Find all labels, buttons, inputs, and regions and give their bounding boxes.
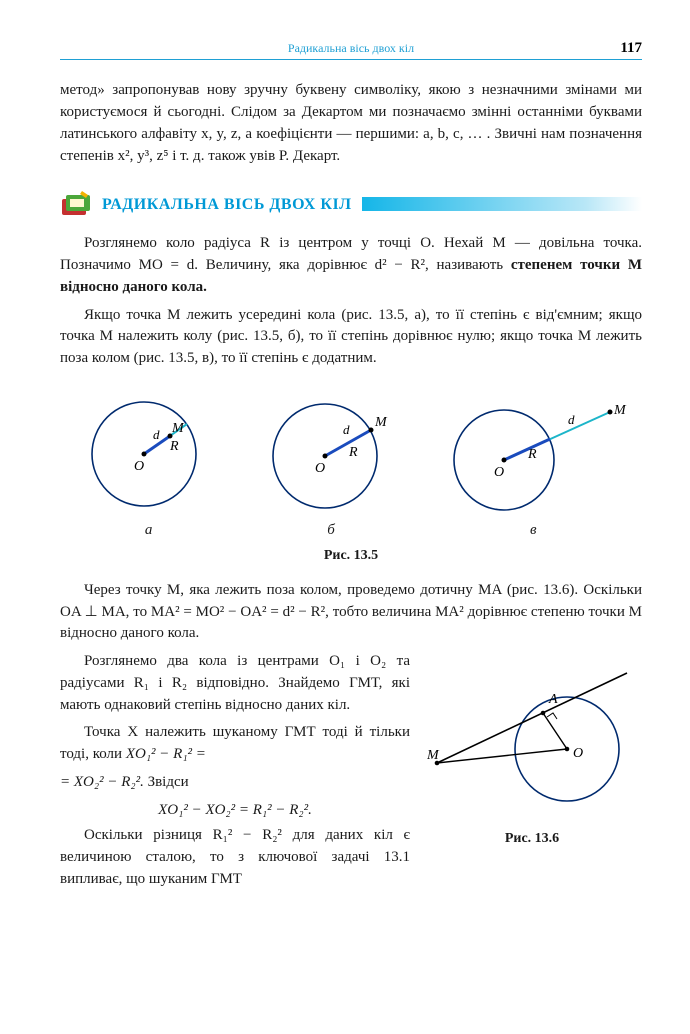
books-icon bbox=[60, 189, 94, 219]
p5b: Звідси bbox=[144, 774, 189, 790]
p5a: Точка X належить шуканому ГМТ тоді й тіл… bbox=[60, 724, 410, 762]
svg-text:d: d bbox=[153, 427, 160, 442]
svg-text:M: M bbox=[171, 421, 185, 436]
section-header: РАДИКАЛЬНА ВІСЬ ДВОХ КІЛ bbox=[60, 189, 642, 219]
svg-text:R: R bbox=[169, 439, 179, 454]
svg-text:M: M bbox=[613, 403, 627, 418]
svg-text:A: A bbox=[548, 692, 558, 707]
page-number: 117 bbox=[620, 38, 642, 60]
wrap-block: M A O Рис. 13.6 Розглянемо два кола із ц… bbox=[60, 651, 642, 897]
fig-13-6-caption: Рис. 13.6 bbox=[422, 829, 642, 849]
intro-paragraph: метод» запропонував нову зручну буквену … bbox=[60, 80, 642, 167]
fig-c-label: в bbox=[530, 522, 537, 538]
fig-13-5-caption: Рис. 13.5 bbox=[60, 546, 642, 566]
fig-13-5-b: O M d R б bbox=[251, 384, 411, 542]
svg-text:d: d bbox=[343, 422, 350, 437]
formula-1-lhs: XO₁² − R₁² = bbox=[126, 746, 206, 762]
svg-text:O: O bbox=[573, 746, 583, 761]
figure-13-5: O M d R а O M d R б O M bbox=[60, 384, 642, 542]
paragraph-2: Якщо точка M лежить усередині кола (рис.… bbox=[60, 305, 642, 370]
fig-13-5-a: O M d R а bbox=[74, 384, 224, 542]
section-title: РАДИКАЛЬНА ВІСЬ ДВОХ КІЛ bbox=[102, 193, 352, 216]
svg-text:O: O bbox=[315, 461, 325, 476]
svg-text:O: O bbox=[134, 459, 144, 474]
formula-1-rhs: = XO₂² − R₂². bbox=[60, 774, 144, 790]
paragraph-3: Через точку M, яка лежить поза колом, пр… bbox=[60, 580, 642, 645]
running-header: Радикальна вісь двох кіл 117 bbox=[60, 40, 642, 57]
svg-text:O: O bbox=[494, 465, 504, 480]
paragraph-1: Розглянемо коло радіуса R із центром у т… bbox=[60, 233, 642, 298]
svg-text:M: M bbox=[374, 415, 388, 430]
fig-a-label: а bbox=[145, 522, 153, 538]
header-rule bbox=[60, 59, 642, 60]
fig-13-5-c: O M d R в bbox=[438, 384, 628, 542]
figure-13-6: M A O Рис. 13.6 bbox=[422, 655, 642, 849]
svg-text:R: R bbox=[527, 447, 537, 462]
running-title: Радикальна вісь двох кіл bbox=[288, 41, 414, 55]
svg-text:d: d bbox=[568, 412, 575, 427]
fig-b-label: б bbox=[327, 522, 335, 538]
section-gradient bbox=[362, 197, 642, 211]
svg-text:M: M bbox=[427, 748, 440, 763]
svg-text:R: R bbox=[348, 445, 358, 460]
